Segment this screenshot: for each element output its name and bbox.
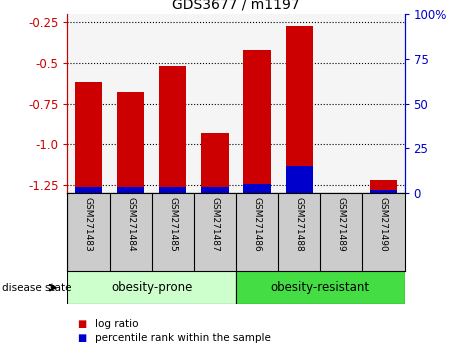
Text: GSM271485: GSM271485: [168, 197, 177, 252]
Bar: [243, 184, 271, 193]
Text: GSM271489: GSM271489: [337, 197, 346, 252]
Bar: [286, 166, 313, 193]
Text: GSM271483: GSM271483: [84, 197, 93, 252]
Title: GDS3677 / m1197: GDS3677 / m1197: [172, 0, 300, 12]
Bar: [286, 25, 313, 193]
Bar: [201, 187, 229, 193]
Bar: [75, 82, 102, 193]
Bar: [117, 92, 144, 193]
Bar: [75, 187, 102, 193]
Text: GSM271487: GSM271487: [211, 197, 219, 252]
Text: GSM271486: GSM271486: [252, 197, 261, 252]
Text: log ratio: log ratio: [95, 319, 139, 329]
Bar: [370, 190, 397, 193]
Text: ■: ■: [77, 333, 86, 343]
Bar: [243, 50, 271, 193]
FancyBboxPatch shape: [236, 271, 405, 304]
Bar: [201, 133, 229, 193]
Bar: [117, 187, 144, 193]
Text: percentile rank within the sample: percentile rank within the sample: [95, 333, 271, 343]
FancyBboxPatch shape: [67, 271, 236, 304]
Bar: [159, 66, 186, 193]
Text: GSM271490: GSM271490: [379, 197, 388, 252]
Text: GSM271488: GSM271488: [295, 197, 304, 252]
Text: GSM271484: GSM271484: [126, 197, 135, 251]
Text: obesity-prone: obesity-prone: [111, 281, 193, 294]
Text: obesity-resistant: obesity-resistant: [271, 281, 370, 294]
Text: disease state: disease state: [2, 282, 72, 293]
Bar: [159, 187, 186, 193]
Text: ■: ■: [77, 319, 86, 329]
Bar: [370, 180, 397, 193]
